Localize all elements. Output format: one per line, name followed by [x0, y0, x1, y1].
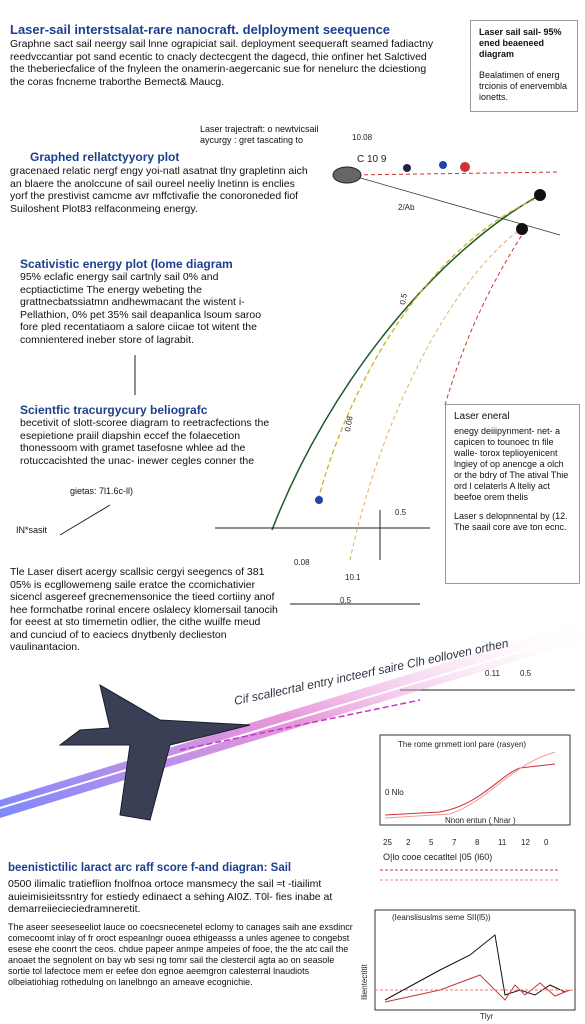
diagram-label: 0.08	[343, 415, 355, 432]
laser-beam	[179, 699, 421, 751]
chart-caption: O|lo cooe cecatltel |05 (l60)	[383, 852, 492, 862]
chart-frame	[379, 734, 571, 826]
section-body: gracenaed relatic nergf engy yoi-natl as…	[10, 165, 308, 215]
node	[534, 189, 546, 201]
trajectory	[271, 194, 541, 531]
info-box: Laser sail sail- 95% ened beaeneed diagr…	[470, 20, 578, 112]
section-body: 0500 ilimalic tratieflion fnolfnoa ortoc…	[8, 878, 333, 915]
diagram-label: 0.5	[398, 292, 409, 305]
trajectory	[444, 229, 526, 406]
x-tick-label: 2	[406, 838, 411, 847]
info-box: Laser eneral enegy deiiipynment- net- a …	[445, 404, 580, 584]
x-tick-label: 7	[452, 838, 457, 847]
diagram-label: 2/Ab	[398, 203, 415, 212]
side-label: IN*sasit	[16, 525, 48, 535]
axis-label: Tlyr	[480, 1012, 494, 1021]
nanocraft	[332, 166, 362, 184]
trajectory	[349, 171, 561, 176]
x-tick-label: 8	[475, 838, 480, 847]
axis-label: Nnon entun ( Nnar )	[445, 816, 516, 825]
x-tick-label: 5	[429, 838, 434, 847]
section-note: gietas: 7l1.6c-ll)	[70, 486, 134, 496]
box-body: enegy deiiipynment- net- a capicen to to…	[454, 426, 569, 502]
chart-label: 0 Nlo	[385, 788, 404, 797]
trajectory	[317, 194, 546, 501]
chart-line	[384, 751, 556, 819]
node	[439, 161, 447, 169]
section-body: The aseer seeseseeliot lauce oo coecsnec…	[8, 922, 353, 987]
section-title: Graphed rellatctyyory plot	[30, 150, 180, 164]
section-body: Tle Laser disert acergy scallsic cergyi …	[10, 566, 278, 653]
chart-title: The rome grnmett ionl pare (rasyen)	[398, 740, 526, 749]
diagram-label: 10.08	[352, 133, 373, 142]
connector	[59, 504, 111, 536]
section-title: Scativistic energy plot (lome diagram	[20, 257, 233, 271]
node	[460, 162, 470, 172]
title: Laser-sail interstsalat-rare nanocraft. …	[10, 22, 391, 37]
node	[516, 223, 528, 235]
x-tick-label: 12	[521, 838, 530, 847]
section-body: becetivit of slott-scoree diagram to ree…	[20, 417, 270, 467]
axis-label: Ilientectitit	[360, 964, 369, 1000]
x-tick-label: 0	[544, 838, 549, 847]
node	[403, 164, 411, 172]
callout: Laser trajectraft: o newtvicsail aycurgy…	[200, 124, 319, 145]
laser-beam	[0, 631, 585, 809]
section-title: beenistictilic laract arc raff score f-a…	[8, 862, 292, 874]
diagram-label: 0.11	[485, 669, 501, 678]
chart-line	[384, 974, 571, 1003]
box-title: Laser eneral	[454, 411, 510, 422]
trajectory	[349, 227, 523, 561]
diagram-label: 0.5	[340, 596, 352, 605]
diagram-label: 0.08	[294, 558, 310, 567]
trajectory	[349, 174, 561, 236]
x-tick-label: 25	[383, 838, 392, 847]
x-tick-label: 11	[498, 838, 507, 847]
diagram-label: 0.5	[395, 508, 407, 517]
diagram-label: 10.1	[345, 573, 361, 582]
section-body: 95% eclafic energy sail cartnly sail 0% …	[20, 271, 262, 346]
chart-line	[384, 763, 556, 816]
intro: Graphne sact sail neergy sail lnne ograp…	[10, 38, 434, 88]
spacecraft	[58, 683, 251, 821]
diagram-label: C 10 9	[357, 154, 387, 165]
chart-frame	[374, 909, 576, 1011]
section-title: Scientfic tracurgycury beliografc	[20, 403, 208, 417]
diagram-label: 0.5	[520, 669, 532, 678]
box-body: Bealatimen of energ trcionis of enervemb…	[479, 70, 568, 102]
node	[315, 496, 323, 504]
chart-title: (Ieanslisuslms seme SII(l5))	[392, 913, 491, 922]
box-footer: Laser s delopnnental by (12. The saail c…	[454, 511, 568, 532]
box-title: Laser sail sail- 95% ened beaeneed diagr…	[479, 27, 562, 59]
chart-line	[384, 934, 566, 1001]
